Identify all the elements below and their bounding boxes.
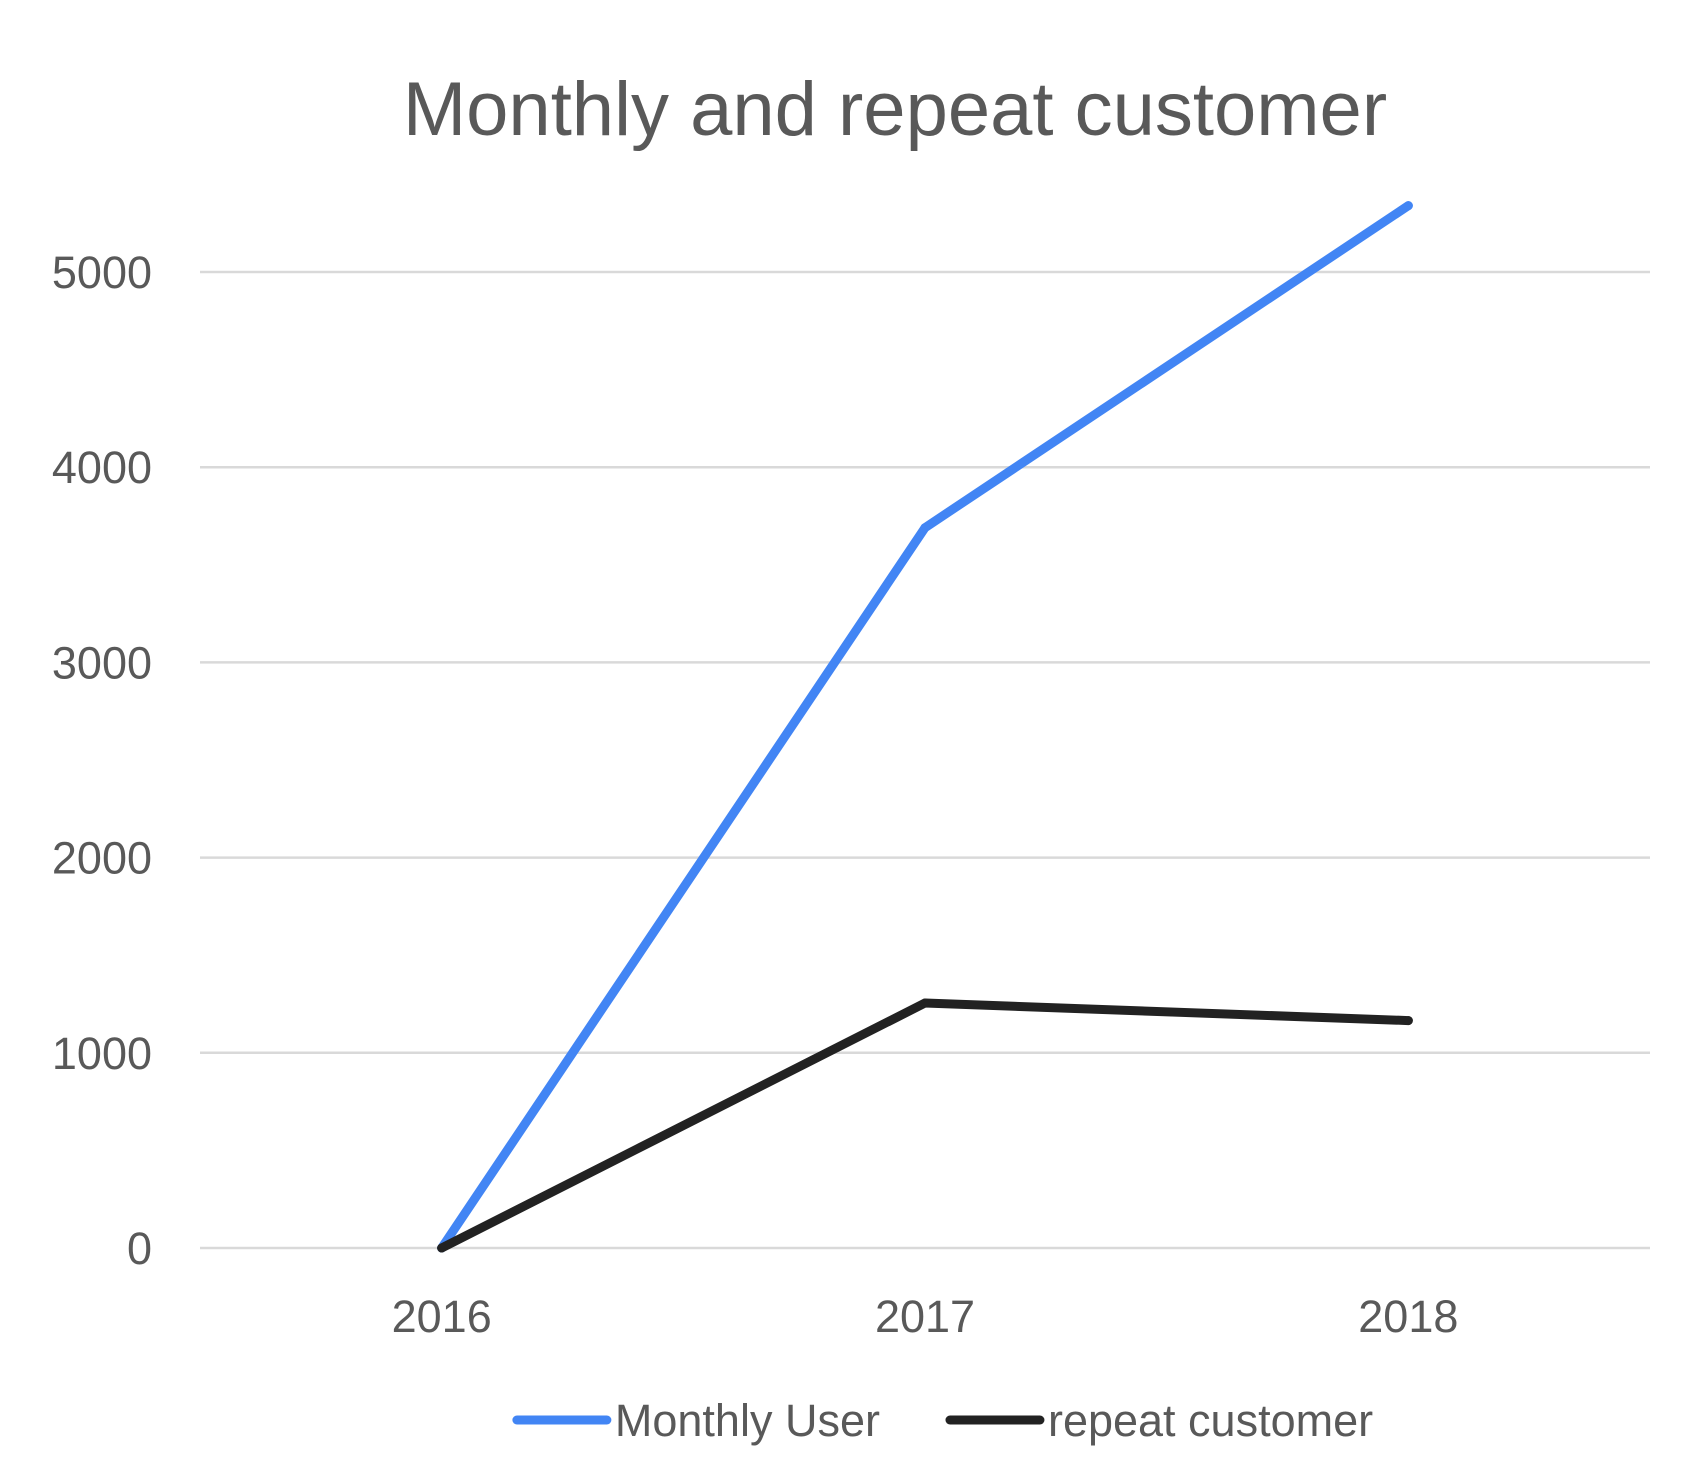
y-tick-label: 2000 bbox=[52, 833, 152, 884]
y-tick-label: 0 bbox=[127, 1223, 152, 1274]
data-point bbox=[920, 998, 930, 1008]
y-tick-label: 4000 bbox=[52, 442, 152, 493]
x-tick-label: 2017 bbox=[875, 1291, 975, 1342]
x-tick-label: 2016 bbox=[392, 1291, 492, 1342]
x-tick-label: 2018 bbox=[1358, 1291, 1458, 1342]
legend: Monthly User repeat customer bbox=[512, 1395, 1373, 1446]
y-tick-label: 1000 bbox=[52, 1028, 152, 1079]
y-axis-tick-labels: 0 1000 2000 3000 4000 5000 bbox=[52, 247, 152, 1274]
legend-label: Monthly User bbox=[615, 1395, 880, 1446]
chart-title: Monthly and repeat customer bbox=[403, 67, 1387, 152]
legend-item: repeat customer bbox=[945, 1395, 1373, 1446]
x-axis-tick-labels: 2016 2017 2018 bbox=[392, 1291, 1459, 1342]
y-tick-label: 3000 bbox=[52, 637, 152, 688]
gridlines bbox=[200, 270, 1650, 1250]
data-point bbox=[1403, 1016, 1413, 1026]
series-line-0 bbox=[437, 201, 1413, 1253]
legend-item: Monthly User bbox=[512, 1395, 880, 1446]
series-lines bbox=[437, 201, 1413, 1253]
data-point bbox=[1403, 201, 1413, 211]
data-point bbox=[920, 523, 930, 533]
data-point bbox=[437, 1243, 447, 1253]
y-tick-label: 5000 bbox=[52, 247, 152, 298]
legend-label: repeat customer bbox=[1048, 1395, 1373, 1446]
